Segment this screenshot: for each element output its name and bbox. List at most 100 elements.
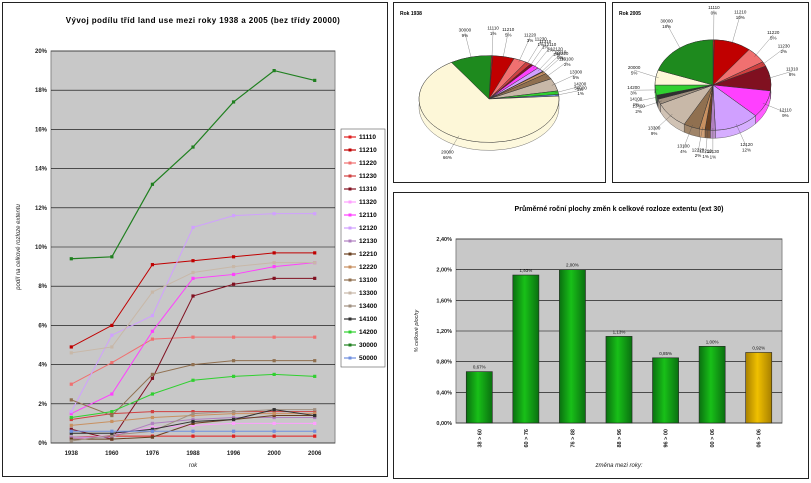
legend-label-12210: 12210 <box>359 251 377 258</box>
pie-label-11310: 11310 <box>786 66 799 71</box>
bar-x-tick-label: 76 > 88 <box>570 429 576 448</box>
pie-label-11210: 11210 <box>502 27 515 32</box>
y-tick-label: 20% <box>35 49 48 55</box>
data-point-12130 <box>151 422 154 425</box>
data-point-11310 <box>191 294 194 297</box>
bar-data-label: 1,00% <box>706 339 719 344</box>
data-point-14200 <box>273 373 276 376</box>
data-point-50000 <box>232 430 235 433</box>
bar-y-tick-label: 0,00% <box>436 421 452 427</box>
bar-4 <box>653 358 679 423</box>
y-tick-label: 12% <box>35 206 48 212</box>
x-axis-label: rok <box>189 463 198 469</box>
legend-marker-12130 <box>349 240 352 243</box>
data-point-11230 <box>151 410 154 413</box>
data-point-12110 <box>151 330 154 333</box>
data-point-11210 <box>273 251 276 254</box>
x-tick-label: 1996 <box>227 451 241 457</box>
bar-2 <box>559 270 585 423</box>
bar-x-tick-label: 96 > 00 <box>664 429 670 448</box>
bar-chart-title: Průměrné roční plochy změn k celkové roz… <box>515 205 724 213</box>
data-point-11310 <box>273 277 276 280</box>
data-point-12110 <box>232 273 235 276</box>
x-tick-label: 2000 <box>267 451 281 457</box>
y-tick-label: 2% <box>38 402 47 408</box>
bar-y-tick-label: 2,40% <box>436 237 452 243</box>
data-point-11210 <box>191 259 194 262</box>
data-point-12110 <box>273 265 276 268</box>
bar-y-tick-label: 0,80% <box>436 360 452 366</box>
pie-pct-12130: 1% <box>710 154 717 159</box>
data-point-11320 <box>273 422 276 425</box>
pie-label-30000: 30000 <box>459 28 472 33</box>
bar-y-tick-label: 1,60% <box>436 298 452 304</box>
legend-marker-50000 <box>349 357 352 360</box>
data-point-13300 <box>110 345 113 348</box>
pie-pct-30000: 9% <box>462 33 469 38</box>
bar-data-label: 2,00% <box>566 263 579 268</box>
pie-pct-30000: 18% <box>662 24 671 29</box>
legend-marker-14200 <box>349 331 352 334</box>
pie-label-13300: 13300 <box>648 126 661 131</box>
data-point-14100 <box>191 420 194 423</box>
pie-pct-50000: 1% <box>577 91 584 96</box>
legend-marker-30000 <box>349 344 352 347</box>
data-point-14100 <box>313 414 316 417</box>
data-point-11110 <box>273 435 276 438</box>
data-point-12220 <box>151 416 154 419</box>
data-point-13400 <box>191 412 194 415</box>
x-tick-label: 2006 <box>308 451 322 457</box>
data-point-12110 <box>191 277 194 280</box>
legend-marker-12120 <box>349 227 352 230</box>
y-tick-label: 6% <box>38 323 47 329</box>
data-point-13300 <box>70 351 73 354</box>
data-point-30000 <box>70 257 73 260</box>
legend-label-14200: 14200 <box>359 329 377 336</box>
bar-x-tick-label: 00 > 06 <box>710 429 716 448</box>
bar-6 <box>746 352 772 423</box>
data-point-13300 <box>191 271 194 274</box>
data-point-11220 <box>110 361 113 364</box>
legend-label-12130: 12130 <box>359 238 377 245</box>
pie-label-13300: 13300 <box>570 69 583 74</box>
data-point-13100 <box>232 359 235 362</box>
pie-label-20000: 20000 <box>628 65 641 70</box>
bar-data-label: 0,67% <box>473 365 486 370</box>
legend-label-50000: 50000 <box>359 355 377 362</box>
bar-x-tick-label: 88 > 96 <box>617 429 623 448</box>
pie-2005-chart: Rok 2005 111100%1121010%112205%112302%11… <box>613 3 808 182</box>
data-point-30000 <box>273 69 276 72</box>
data-point-30000 <box>313 79 316 82</box>
legend-label-11230: 11230 <box>359 173 377 180</box>
data-point-12220 <box>70 424 73 427</box>
bar-x-tick-label: 60 > 76 <box>524 429 530 448</box>
pie-pct-11110: 1% <box>490 31 497 36</box>
data-point-11220 <box>191 336 194 339</box>
y-tick-label: 4% <box>38 363 47 369</box>
pie-pct-13100: 2% <box>564 62 571 67</box>
data-point-13100 <box>313 359 316 362</box>
bar-data-label: 0,85% <box>659 351 672 356</box>
pie-label-14200: 14200 <box>627 85 640 90</box>
pie-label-11110: 11110 <box>487 25 499 30</box>
legend-label-12110: 12110 <box>359 212 377 219</box>
data-point-12120 <box>110 334 113 337</box>
pie-leader-20000 <box>634 70 659 78</box>
legend-label-11210: 11210 <box>359 147 377 154</box>
data-point-13300 <box>273 261 276 264</box>
data-point-14200 <box>151 392 154 395</box>
data-point-12120 <box>313 212 316 215</box>
y-axis-label: podíl na celkové rozloze extentu <box>16 203 22 290</box>
pie-label-50000: 50000 <box>574 85 587 90</box>
pie-pct-12110: 9% <box>782 113 789 118</box>
pie-label-12220: 12220 <box>556 51 569 56</box>
data-point-14200 <box>191 379 194 382</box>
legend-label-13400: 13400 <box>359 303 377 310</box>
pie-2005-title: Rok 2005 <box>619 11 641 17</box>
pie-label-11210: 11210 <box>734 10 747 15</box>
pie-pct-13300: 5% <box>573 75 580 80</box>
data-point-11110 <box>232 435 235 438</box>
data-point-11110 <box>191 435 194 438</box>
bar-1 <box>513 275 539 423</box>
